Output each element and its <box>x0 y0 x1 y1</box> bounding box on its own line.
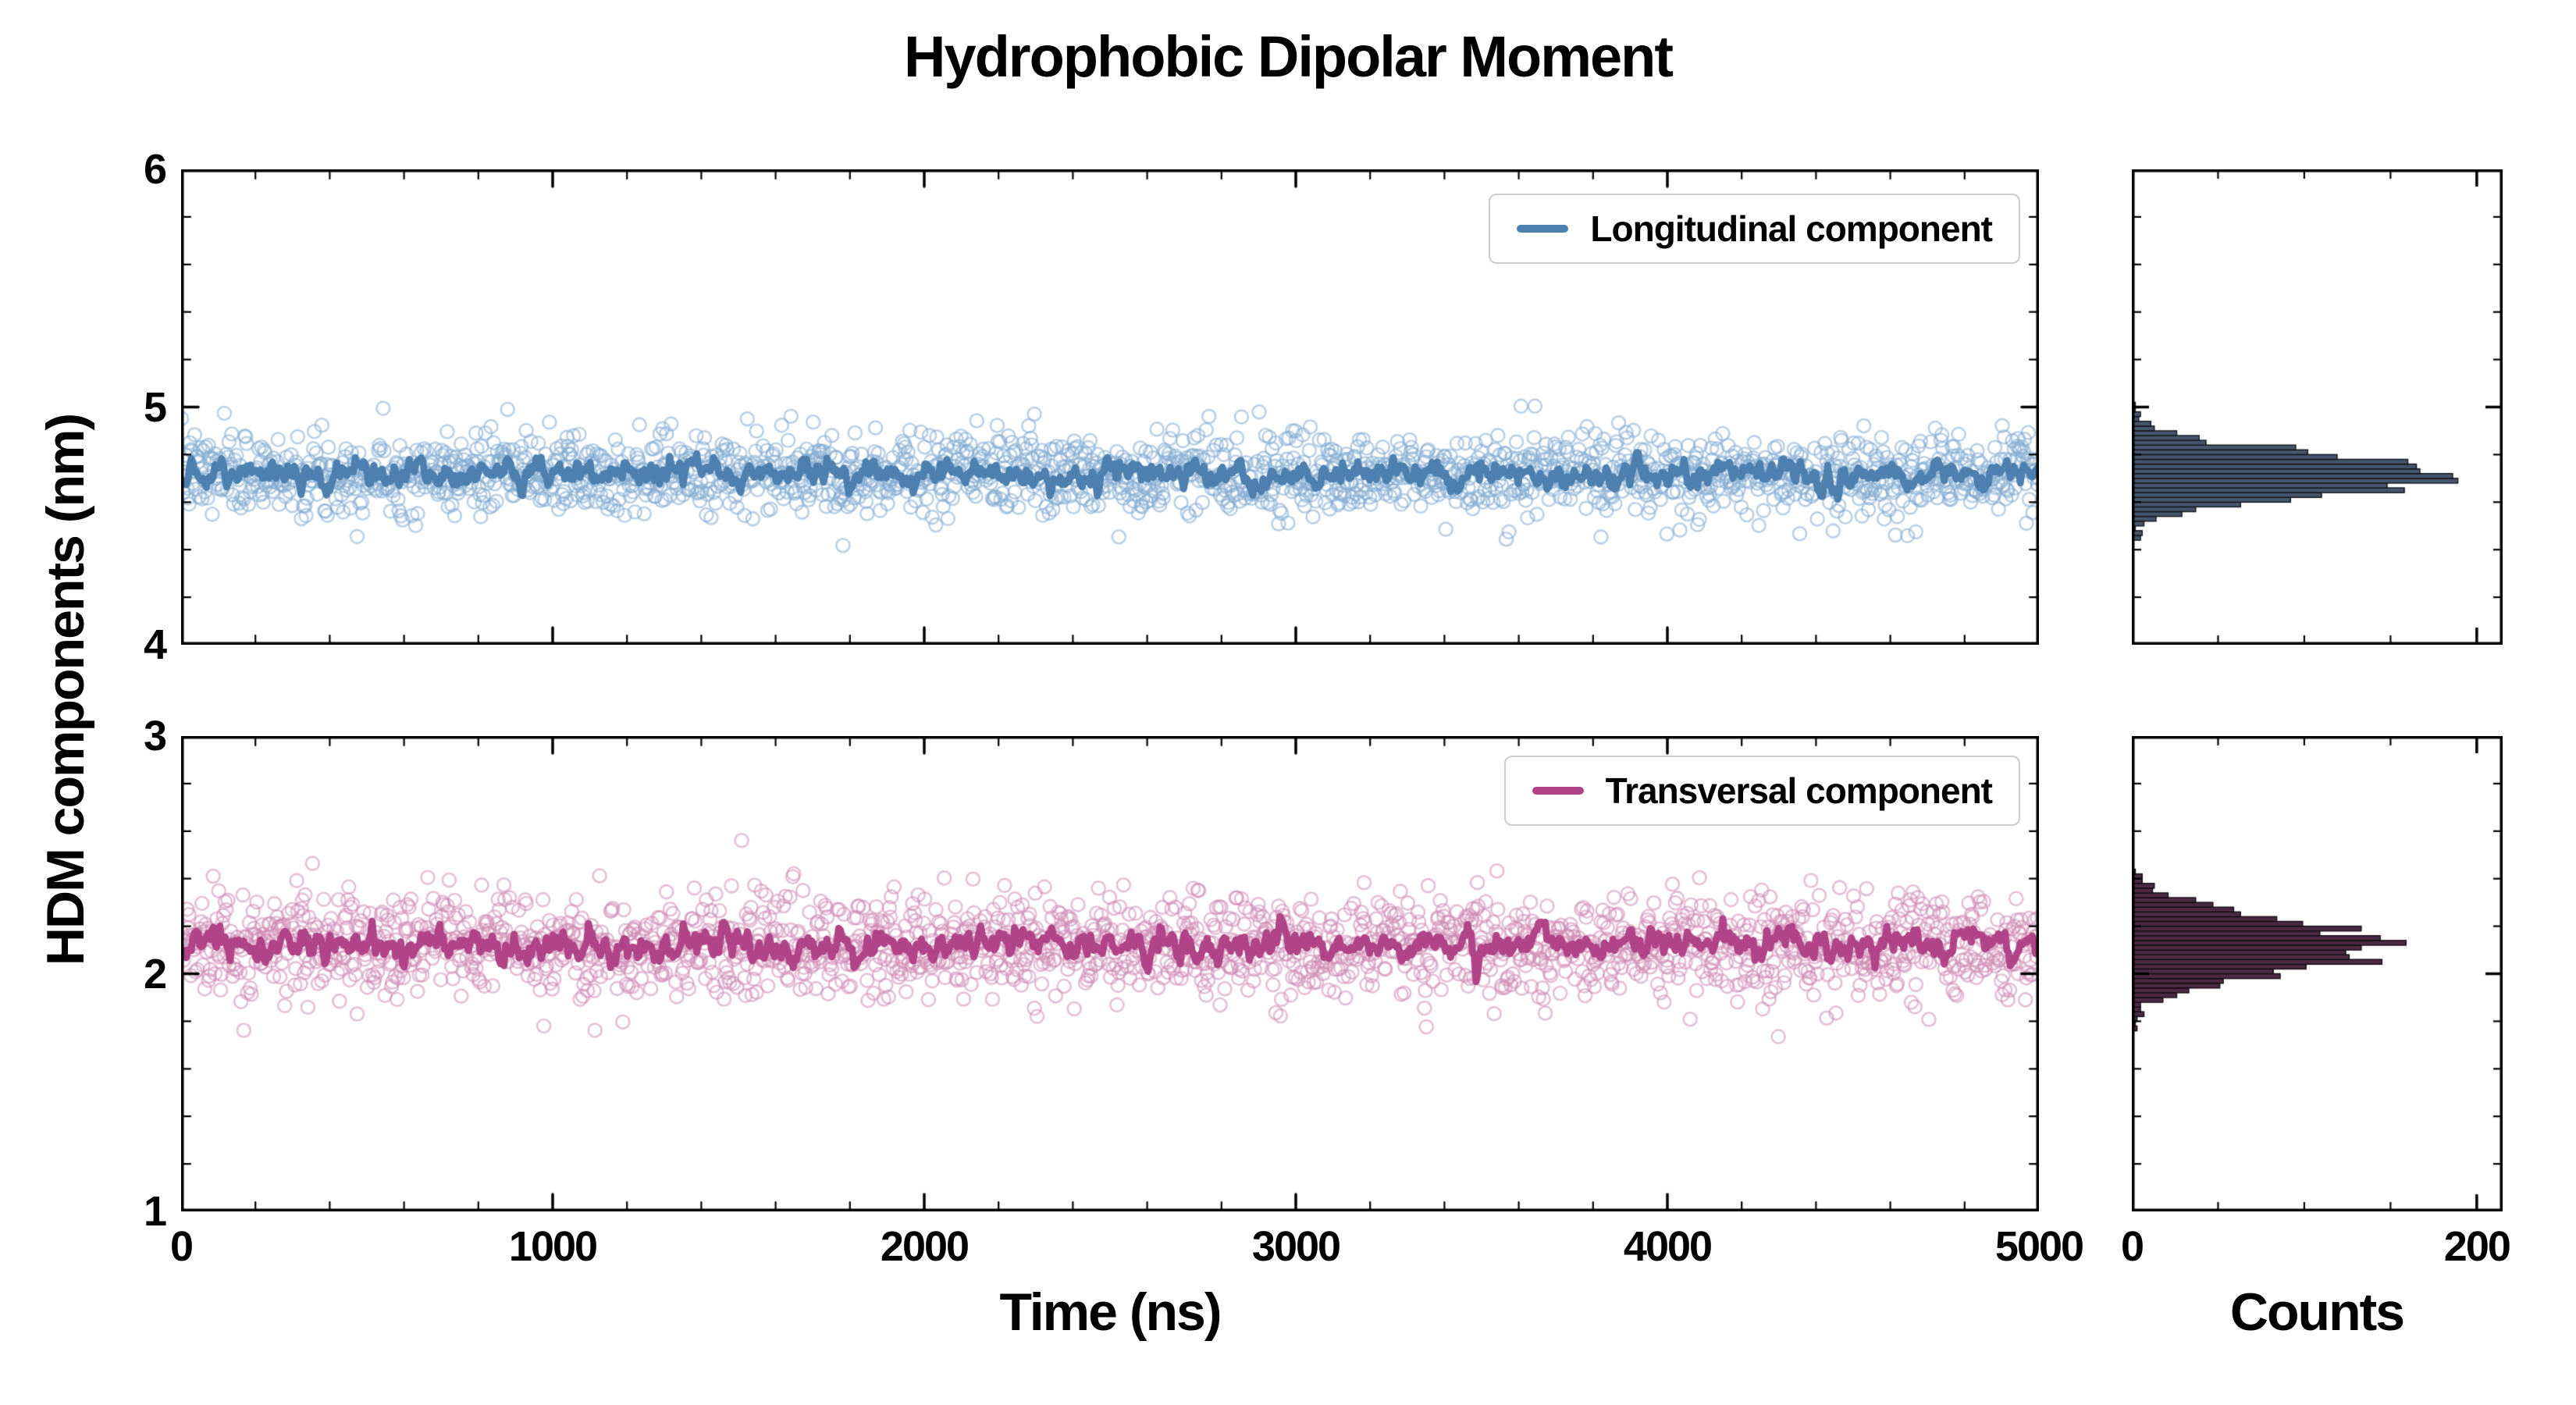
y-axis-label: HDM components (nm) <box>36 414 95 966</box>
tick-label: 2000 <box>880 1223 970 1270</box>
tick-label: 4000 <box>1623 1223 1713 1270</box>
tick-label: 2 <box>143 950 167 998</box>
legend-longitudinal: Longitudinal component <box>1489 194 2020 264</box>
x-axis-label: Time (ns) <box>999 1282 1222 1342</box>
tick-label: 5000 <box>1994 1223 2084 1270</box>
tick-label: 0 <box>2120 1223 2144 1270</box>
tick-label: 1000 <box>508 1223 598 1270</box>
legend-label-longitudinal: Longitudinal component <box>1590 208 1993 249</box>
hist-x-axis-label: Counts <box>2229 1282 2405 1342</box>
tick-label: 0 <box>169 1223 194 1270</box>
longitudinal-histogram-plot <box>2132 169 2503 645</box>
tick-label: 6 <box>143 146 167 193</box>
tick-label: 5 <box>143 383 167 431</box>
tick-label: 1 <box>143 1188 167 1235</box>
tick-label: 200 <box>2443 1223 2511 1270</box>
tick-label: 3 <box>143 713 167 759</box>
legend-label-transversal: Transversal component <box>1605 770 1993 811</box>
legend-transversal: Transversal component <box>1503 756 2020 826</box>
legend-line-swatch-transversal <box>1532 787 1584 795</box>
figure-title: Hydrophobic Dipolar Moment <box>904 24 1674 89</box>
transversal-histogram-plot <box>2132 736 2503 1211</box>
tick-label: 4 <box>143 621 167 668</box>
legend-line-swatch-longitudinal <box>1517 225 1569 233</box>
tick-label: 3000 <box>1251 1223 1341 1270</box>
